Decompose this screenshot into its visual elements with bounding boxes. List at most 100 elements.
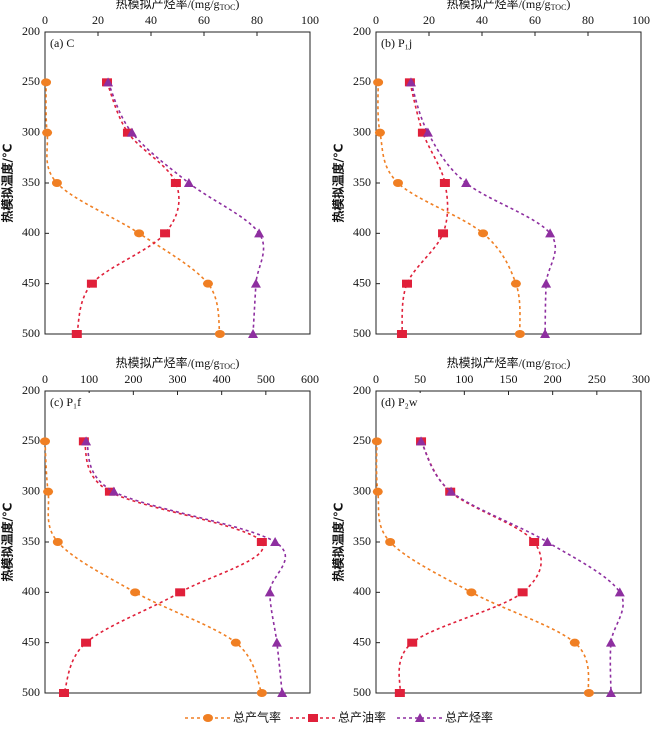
- x-axis-label: 热模拟产烃率/(mg/gTOC): [116, 355, 240, 371]
- series-line: [107, 81, 265, 335]
- x-axis-label-sub: TOC: [220, 3, 236, 12]
- x-tick-label: 400: [213, 372, 231, 386]
- marker: [540, 329, 551, 338]
- y-tick-label: 350: [22, 175, 40, 189]
- y-tick-label: 350: [22, 534, 40, 548]
- x-axis-label-text: 热模拟产烃率/(mg/g: [447, 355, 551, 370]
- legend-label: 总产气率: [233, 710, 281, 725]
- x-axis-label-end: ): [566, 356, 570, 370]
- series-line: [375, 441, 590, 694]
- marker: [203, 714, 213, 722]
- y-axis-label: 热模拟温度/℃: [331, 503, 346, 582]
- marker: [545, 228, 556, 238]
- y-tick-label: 200: [353, 24, 371, 38]
- series-line: [63, 440, 265, 694]
- marker: [126, 127, 137, 137]
- marker: [134, 229, 145, 238]
- y-axis-label: 热模拟温度/℃: [0, 503, 15, 582]
- marker: [256, 538, 267, 546]
- series-line: [44, 441, 263, 694]
- marker: [396, 330, 407, 338]
- x-tick-label: 150: [500, 372, 518, 386]
- marker: [405, 77, 416, 87]
- marker: [415, 713, 425, 722]
- marker: [254, 228, 265, 238]
- marker: [407, 638, 418, 647]
- marker: [183, 178, 194, 187]
- series-line: [76, 82, 180, 335]
- marker: [214, 330, 225, 338]
- series-line: [420, 440, 624, 694]
- marker: [40, 437, 50, 446]
- marker: [122, 128, 133, 137]
- marker: [374, 128, 385, 137]
- marker: [402, 279, 413, 288]
- marker: [256, 689, 267, 697]
- x-tick-label: 200: [124, 372, 142, 386]
- marker: [104, 487, 115, 496]
- marker: [103, 77, 114, 87]
- y-tick-label: 500: [353, 326, 371, 340]
- marker: [248, 329, 259, 338]
- y-tick-label: 500: [22, 326, 40, 340]
- x-tick-label: 500: [257, 372, 275, 386]
- x-axis-label-end: ): [235, 356, 239, 370]
- y-tick-label: 500: [353, 685, 371, 699]
- y-tick-label: 200: [22, 383, 40, 397]
- marker: [108, 486, 119, 496]
- y-axis-label: 热模拟温度/℃: [331, 144, 346, 223]
- x-tick-label: 60: [198, 13, 210, 27]
- y-tick-label: 300: [353, 483, 371, 497]
- marker: [478, 229, 489, 238]
- title-bg: [377, 393, 425, 411]
- marker: [175, 588, 186, 597]
- series-line: [410, 82, 557, 335]
- marker: [271, 637, 282, 647]
- x-tick-label: 250: [588, 372, 606, 386]
- marker: [394, 689, 405, 697]
- x-tick-label: 0: [373, 372, 379, 386]
- x-tick-label: 0: [42, 13, 48, 27]
- x-axis-label: 热模拟产烃率/(mg/gTOC): [447, 355, 571, 371]
- marker: [81, 638, 92, 647]
- x-tick-label: 20: [423, 13, 435, 27]
- marker: [605, 688, 616, 697]
- marker: [583, 689, 594, 697]
- marker: [466, 588, 477, 597]
- y-tick-label: 400: [353, 225, 371, 239]
- y-tick-label: 400: [22, 584, 40, 598]
- marker: [170, 179, 181, 187]
- marker: [308, 714, 318, 722]
- panel-title: (d) P₂w: [381, 395, 418, 409]
- plot-frame: [375, 390, 642, 694]
- marker: [461, 178, 472, 187]
- x-axis-label-text: 热模拟产烃率/(mg/g: [116, 0, 220, 11]
- y-tick-label: 450: [353, 275, 371, 289]
- panel-title: (b) P₁j: [381, 36, 412, 50]
- y-tick-label: 300: [22, 124, 40, 138]
- y-axis-label: 热模拟温度/℃: [0, 144, 15, 223]
- panel-title: (c) P₁f: [50, 395, 81, 409]
- x-tick-label: 300: [169, 372, 187, 386]
- y-tick-label: 350: [353, 175, 371, 189]
- x-axis-label-sub: TOC: [551, 3, 567, 12]
- marker: [81, 436, 92, 446]
- x-tick-label: 200: [544, 372, 562, 386]
- marker: [439, 179, 450, 187]
- x-tick-label: 40: [145, 13, 157, 27]
- x-axis-label: 热模拟产烃率/(mg/gTOC): [116, 0, 240, 12]
- y-tick-label: 450: [22, 634, 40, 648]
- marker: [202, 279, 213, 288]
- marker: [270, 537, 281, 546]
- marker: [250, 278, 261, 288]
- title-bg: [46, 34, 94, 52]
- x-tick-label: 40: [476, 13, 488, 27]
- marker: [58, 689, 69, 697]
- x-tick-label: 80: [582, 13, 594, 27]
- marker: [130, 588, 141, 597]
- y-tick-label: 450: [353, 634, 371, 648]
- marker: [86, 279, 97, 288]
- marker: [417, 128, 428, 137]
- marker: [277, 688, 288, 697]
- x-tick-label: 100: [632, 13, 650, 27]
